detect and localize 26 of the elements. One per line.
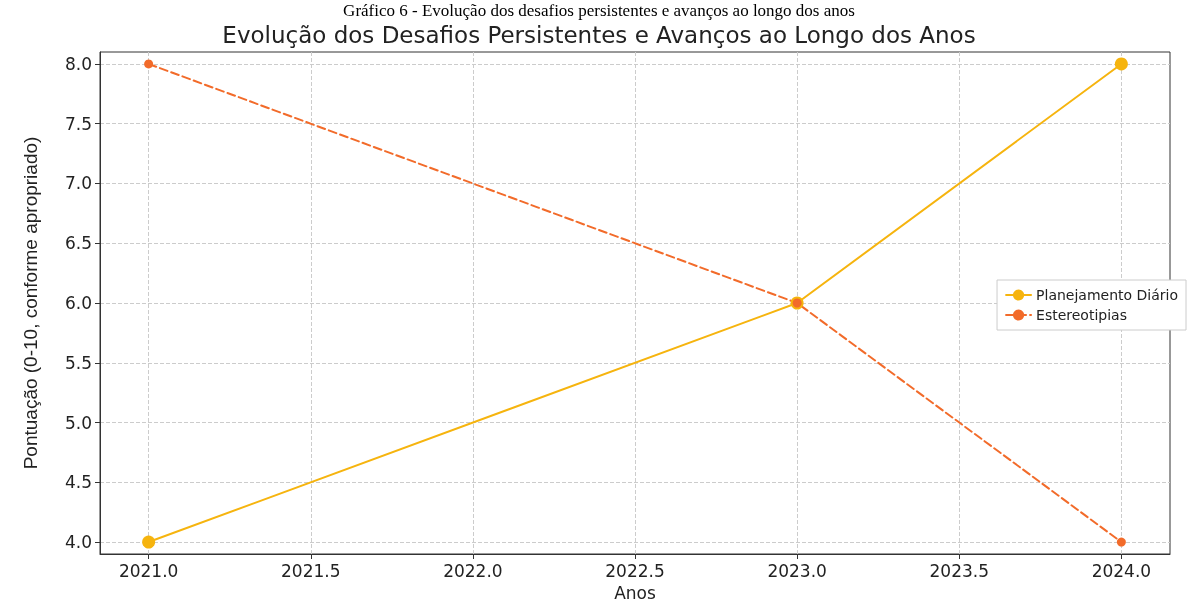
y-tick-label: 4.0 [64,532,92,553]
legend-label: Planejamento Diário [1036,287,1179,303]
text: Gráfico 6 - Evolução dos desafios persistentes e avanços ao longo dos anos [343,1,855,20]
y-tick-label: 7.5 [64,113,92,134]
y-tick-label: 6.5 [64,233,92,254]
legend-label: Estereotipias [1036,307,1127,323]
x-tick-label: 2023.0 [767,560,827,581]
y-tick-label: 5.0 [64,412,92,433]
y-tick-label: 7.0 [64,173,92,194]
y-tick-label: 4.5 [64,472,92,493]
y-tick-label: 6.0 [64,293,92,313]
x-tick-label: 2022.5 [605,560,665,581]
point [142,535,156,549]
x-tick-label: 2021.5 [281,560,341,581]
point [1116,537,1126,547]
point [144,59,154,69]
chart-title: Evolução dos Desafios Persistentes e Avanços ao Longo dos Anos [222,21,976,48]
x-tick-label: 2024.0 [1091,560,1152,581]
x-tick-label: 2021.0 [118,560,179,581]
point [1114,57,1128,71]
y-tick-label: 5.5 [64,352,92,373]
x-axis-title: Anos [614,582,656,603]
y-tick-label: 8.0 [64,53,92,74]
x-tick-label: 2022.0 [443,560,503,581]
x-tick-label: 2023.5 [929,560,989,581]
y-axis-title: Pontuação (0-10, conforme apropriado) [20,136,41,470]
